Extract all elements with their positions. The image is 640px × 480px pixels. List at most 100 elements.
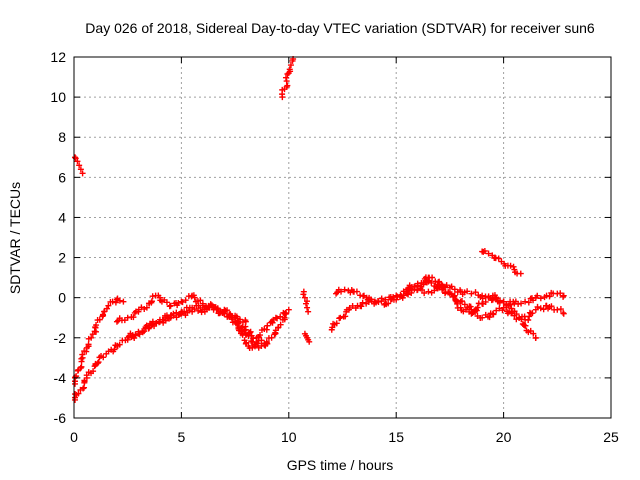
data-point xyxy=(93,322,100,329)
data-point xyxy=(462,306,469,313)
data-point xyxy=(274,315,281,322)
data-point xyxy=(429,274,436,281)
x-tick-label: 0 xyxy=(70,429,78,445)
data-point xyxy=(160,316,167,323)
data-point xyxy=(540,306,547,313)
data-point xyxy=(90,368,97,375)
data-point xyxy=(241,327,248,334)
data-point xyxy=(112,299,119,306)
data-point xyxy=(213,306,220,313)
x-tick-label: 20 xyxy=(496,429,512,445)
data-point xyxy=(420,280,427,287)
y-tick-label: 0 xyxy=(58,290,66,306)
data-point xyxy=(543,292,550,299)
data-point xyxy=(285,306,292,313)
data-point xyxy=(277,321,284,328)
data-point xyxy=(306,338,313,345)
data-point xyxy=(132,331,139,338)
data-point xyxy=(76,162,83,169)
data-point xyxy=(428,279,435,286)
data-point xyxy=(338,288,345,295)
data-point xyxy=(481,247,488,254)
data-point xyxy=(400,292,407,299)
data-point xyxy=(130,314,137,321)
data-point xyxy=(286,66,293,73)
data-point xyxy=(301,294,308,301)
y-axis-label: SDTVAR / TECUs xyxy=(7,182,23,294)
data-point xyxy=(105,302,112,309)
data-point xyxy=(493,307,500,314)
y-tick-label: 10 xyxy=(50,89,66,105)
data-point xyxy=(81,378,88,385)
data-point xyxy=(557,306,564,313)
data-point xyxy=(235,320,242,327)
data-point xyxy=(408,289,415,296)
y-tick-label: -6 xyxy=(54,410,67,426)
data-point xyxy=(163,299,170,306)
y-tick-label: 2 xyxy=(58,250,66,266)
data-point xyxy=(77,364,84,371)
data-point xyxy=(353,288,360,295)
data-point xyxy=(473,307,480,314)
data-point xyxy=(557,290,564,297)
data-point xyxy=(74,158,81,165)
y-tick-label: 8 xyxy=(58,129,66,145)
data-point xyxy=(153,320,160,327)
data-point xyxy=(149,318,156,325)
data-point xyxy=(393,296,400,303)
data-point xyxy=(75,390,82,397)
chart-title: Day 026 of 2018, Sidereal Day-to-day VTE… xyxy=(85,20,595,36)
data-point xyxy=(268,334,275,341)
data-point xyxy=(78,363,85,370)
data-point xyxy=(560,310,567,317)
x-tick-label: 10 xyxy=(281,429,297,445)
data-point xyxy=(537,305,544,312)
data-point xyxy=(461,301,468,308)
data-point xyxy=(217,309,224,316)
y-tick-label: -2 xyxy=(54,330,67,346)
data-point xyxy=(525,317,532,324)
data-point xyxy=(508,305,515,312)
data-point xyxy=(510,263,517,270)
data-point xyxy=(522,298,529,305)
data-point xyxy=(249,344,256,351)
data-point xyxy=(72,154,78,161)
data-point xyxy=(224,307,231,314)
data-point xyxy=(468,310,475,317)
data-point xyxy=(287,62,294,69)
data-point xyxy=(205,304,212,311)
data-point xyxy=(148,298,155,305)
data-point xyxy=(537,295,544,302)
data-point xyxy=(96,316,103,323)
data-point xyxy=(500,298,507,305)
data-point xyxy=(495,255,502,262)
x-axis-label: GPS time / hours xyxy=(287,457,394,473)
data-point xyxy=(507,301,514,308)
data-point xyxy=(359,299,366,306)
series-late-positive xyxy=(479,247,524,277)
plot-frame xyxy=(73,56,612,419)
data-point xyxy=(300,291,307,298)
data-point xyxy=(342,313,349,320)
y-tick-label: 6 xyxy=(58,169,66,185)
data-point xyxy=(234,315,241,322)
y-tick-label: -4 xyxy=(54,370,67,386)
data-point xyxy=(100,354,107,361)
data-point xyxy=(120,298,127,305)
data-point xyxy=(197,297,204,304)
data-point xyxy=(277,313,284,320)
series-afternoon-c xyxy=(403,274,567,324)
data-point xyxy=(560,292,567,299)
data-point xyxy=(333,320,340,327)
x-tick-label: 5 xyxy=(178,429,186,445)
data-point xyxy=(302,300,309,307)
data-point xyxy=(378,298,385,305)
data-point xyxy=(85,341,92,348)
data-point xyxy=(517,270,524,277)
data-point xyxy=(529,310,536,317)
data-point xyxy=(358,303,365,310)
data-point xyxy=(111,346,118,353)
data-point xyxy=(341,286,348,293)
series-hour-10-8-b xyxy=(301,330,313,345)
data-point xyxy=(405,291,412,298)
